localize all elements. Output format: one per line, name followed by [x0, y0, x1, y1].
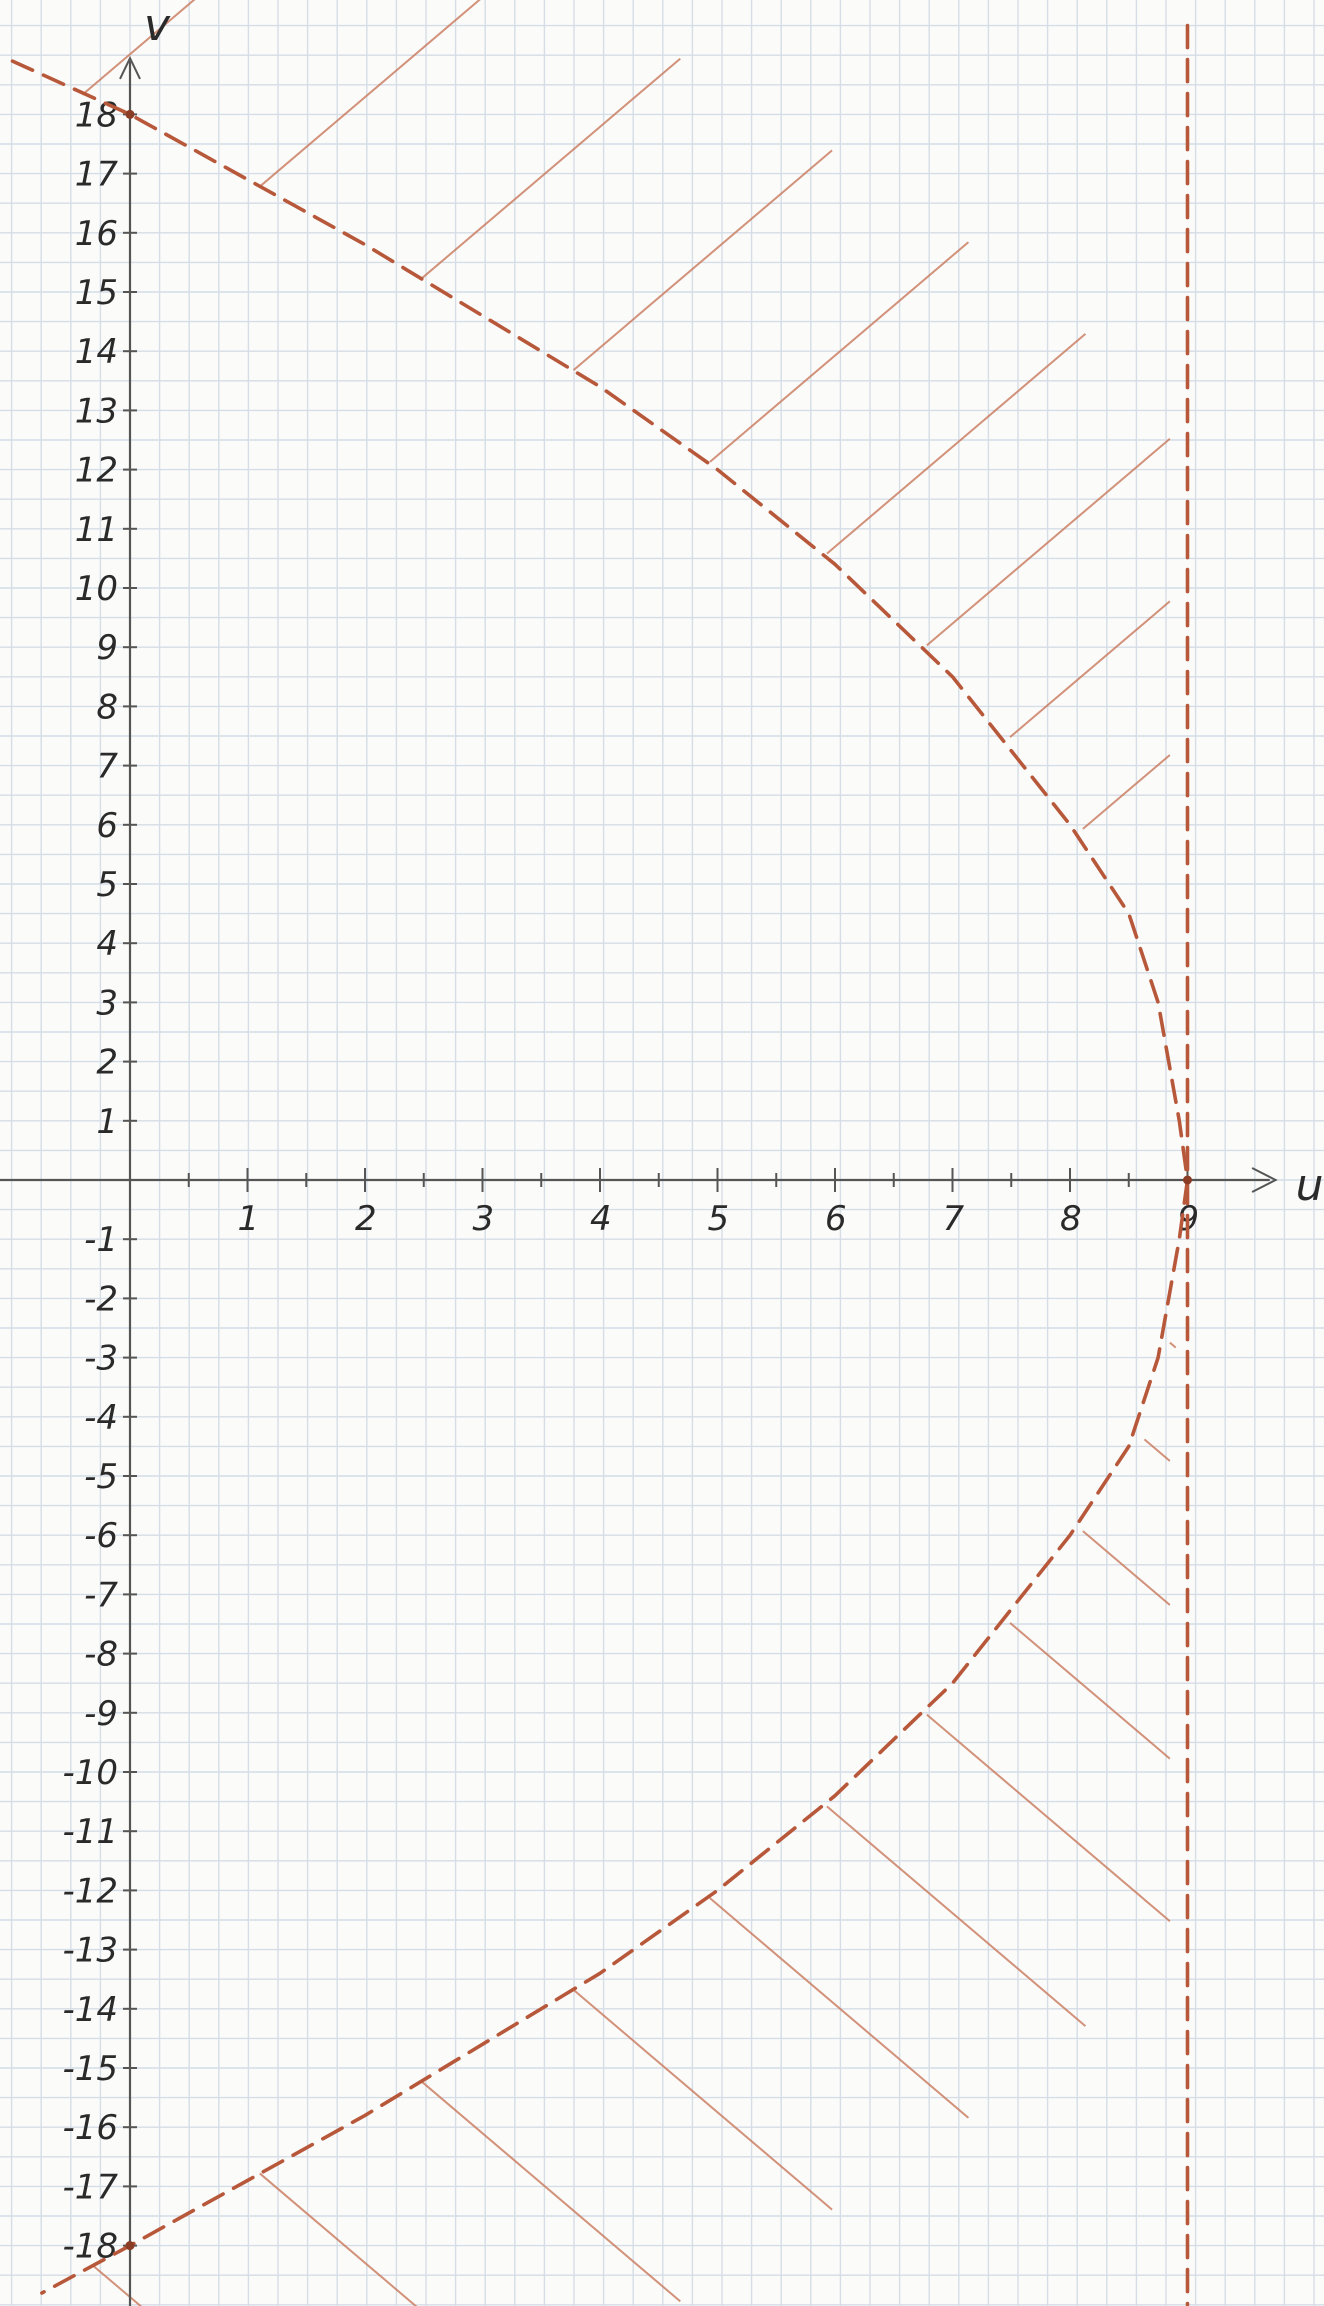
- y-tick-label: 11: [75, 510, 118, 550]
- x-tick-label: 4: [590, 1199, 612, 1239]
- hatch-stroke: [926, 1713, 1171, 1922]
- x-tick-label: 8: [1060, 1199, 1082, 1239]
- y-tick-label: -1: [84, 1220, 118, 1260]
- y-axis-arrow: [119, 55, 141, 80]
- y-tick-label: 12: [75, 451, 118, 491]
- y-tick-label: 8: [96, 687, 118, 727]
- hatch-stroke: [1082, 1530, 1171, 1606]
- y-tick-label: 6: [96, 806, 118, 846]
- y-tick-label: -16: [62, 2108, 118, 2148]
- x-axis-arrow: [1251, 1167, 1278, 1193]
- hatch-stroke: [1143, 1438, 1171, 1462]
- y-tick-label: 14: [75, 332, 118, 372]
- y-tick-label: -5: [84, 1457, 118, 1497]
- y-tick-label: 15: [75, 273, 118, 313]
- axes: [0, 55, 1278, 2306]
- curve-point: [125, 2241, 135, 2251]
- y-tick-label: -10: [62, 1753, 118, 1793]
- y-tick-label: -2: [84, 1279, 118, 1319]
- y-tick-label: 18: [75, 95, 118, 135]
- y-tick-label: -18: [62, 2227, 118, 2267]
- y-tick-label: -6: [84, 1516, 118, 1556]
- y-tick-label: 10: [75, 569, 118, 609]
- y-tick-label: -14: [62, 1990, 118, 2030]
- hatch-stroke: [421, 2080, 681, 2303]
- y-tick-label: -12: [62, 1871, 118, 1911]
- y-tick-label: -4: [84, 1398, 118, 1438]
- hatch-stroke: [826, 333, 1087, 555]
- tick-marks: [123, 113, 1189, 2247]
- y-tick-label: -17: [62, 2167, 118, 2207]
- y-tick-label: -15: [62, 2049, 118, 2089]
- hatch-stroke: [421, 57, 681, 280]
- y-tick-label: 3: [96, 983, 118, 1023]
- hatched-regions: [81, 0, 1177, 2306]
- y-tick-label: 4: [96, 924, 118, 964]
- y-axis-label: v: [144, 0, 171, 51]
- hatch-stroke: [572, 1989, 833, 2211]
- y-tick-label: 16: [75, 214, 118, 254]
- hatch-stroke: [259, 2172, 418, 2306]
- y-tick-label: 13: [75, 391, 118, 431]
- hatch-stroke: [259, 0, 481, 188]
- y-tick-label: -13: [62, 1931, 118, 1971]
- y-tick-label: 2: [96, 1043, 118, 1083]
- hatch-stroke: [926, 438, 1171, 647]
- hatch-stroke: [572, 149, 833, 371]
- y-tick-labels: 123456789101112131415161718-1-2-3-4-5-6-…: [62, 95, 118, 2266]
- x-axis-label: u: [1296, 1160, 1324, 1211]
- curve-point: [125, 109, 135, 119]
- curve-point: [1183, 1175, 1192, 1185]
- y-tick-label: 1: [96, 1102, 118, 1142]
- hatch-stroke: [709, 241, 970, 463]
- y-tick-label: -8: [84, 1635, 118, 1675]
- x-tick-label: 2: [355, 1199, 377, 1239]
- x-tick-label: 7: [943, 1199, 965, 1239]
- y-tick-label: 5: [96, 865, 118, 905]
- y-tick-label: -11: [62, 1812, 118, 1852]
- y-tick-label: -7: [84, 1575, 118, 1615]
- hatch-stroke: [81, 0, 196, 96]
- x-tick-label: 5: [708, 1199, 730, 1239]
- hatch-stroke: [1082, 754, 1171, 830]
- x-tick-label: 1: [238, 1199, 260, 1239]
- hatch-stroke: [1009, 1622, 1171, 1760]
- y-tick-label: 9: [96, 628, 118, 668]
- hatch-stroke: [1009, 600, 1171, 738]
- y-tick-label: 7: [96, 747, 118, 787]
- hatch-stroke: [1169, 1341, 1177, 1349]
- series-group: [10, 23, 1192, 2306]
- x-tick-label: 3: [473, 1199, 495, 1239]
- x-tick-label: 6: [825, 1199, 847, 1239]
- hatch-stroke: [826, 1805, 1087, 2027]
- y-tick-label: -3: [84, 1339, 118, 1379]
- hatch-stroke: [91, 2264, 143, 2306]
- y-tick-label: 17: [75, 155, 119, 195]
- y-tick-label: -9: [84, 1694, 118, 1734]
- hatch-stroke: [709, 1897, 970, 2119]
